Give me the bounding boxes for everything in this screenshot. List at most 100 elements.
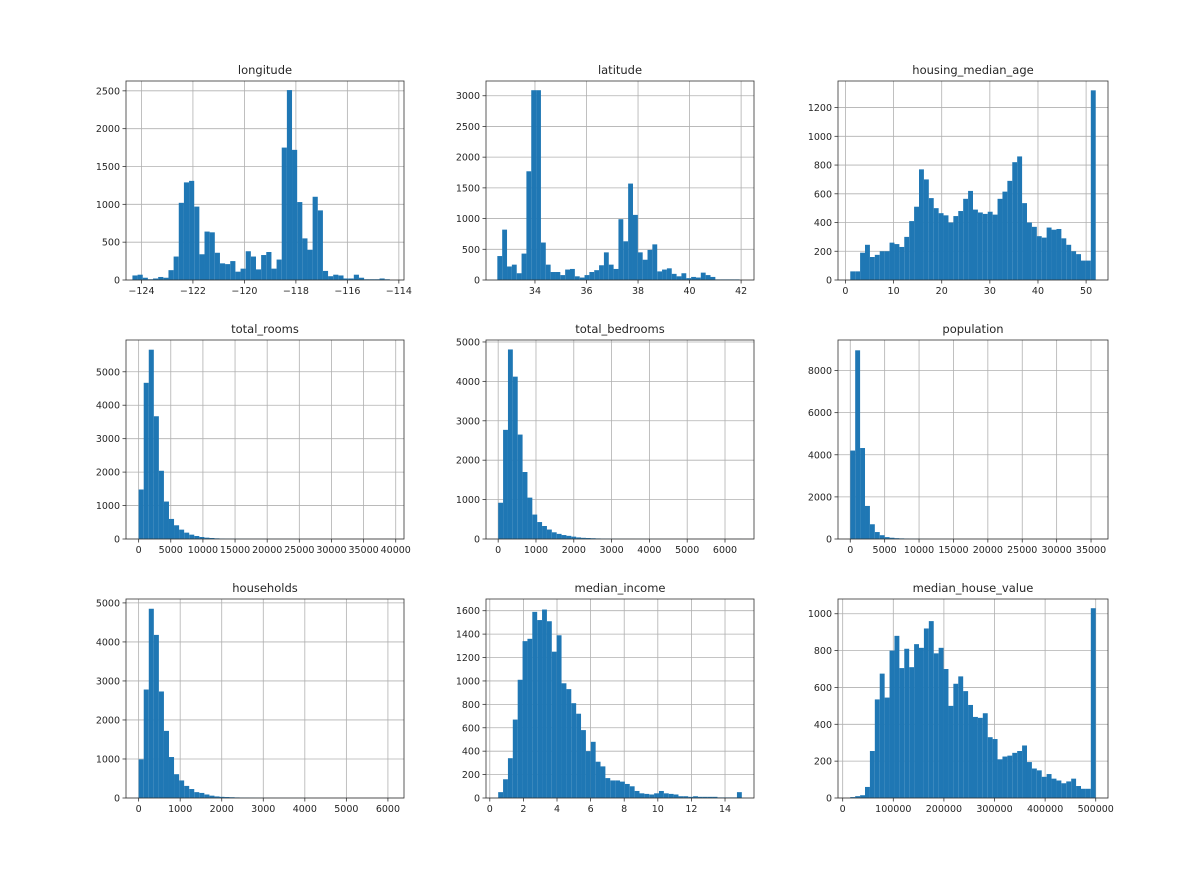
y-tick-label: 400 <box>814 218 832 229</box>
histogram-bar <box>168 518 175 539</box>
chart-svg-population: 0 5000 10000 15000 20000 25000 30000 35000 0 2000… <box>808 322 1109 556</box>
y-tick-label: 3000 <box>96 676 120 687</box>
histogram-bar <box>933 653 939 798</box>
histogram-bar <box>214 796 220 798</box>
histogram-bar <box>707 796 713 798</box>
histogram-bar <box>537 522 543 539</box>
histogram-bar <box>855 350 861 539</box>
y-tick-label: 800 <box>462 700 480 711</box>
x-tick-label: 0 <box>847 545 853 556</box>
histogram-bar <box>874 254 880 280</box>
histogram-bar <box>894 538 900 539</box>
histogram-bar <box>148 349 154 539</box>
y-tick-label: 600 <box>814 683 832 694</box>
x-tick-label: 0 <box>840 804 846 815</box>
x-tick-label: 15000 <box>938 545 968 556</box>
histogram-bar <box>204 794 210 798</box>
histogram-bar <box>658 790 664 798</box>
y-tick-label: 4000 <box>96 401 120 412</box>
y-tick-label: 1400 <box>456 630 480 641</box>
histogram-bar <box>874 699 880 798</box>
histogram-bar <box>1066 244 1072 280</box>
chart-title: latitude <box>598 63 642 77</box>
histogram-bar <box>178 202 184 280</box>
x-tick-label: 5000 <box>159 545 183 556</box>
x-tick-label: 200000 <box>926 804 962 815</box>
chart-title: housing_median_age <box>912 63 1033 77</box>
histogram-bar <box>590 741 596 798</box>
histogram-bar <box>522 472 528 539</box>
histogram-bar <box>517 434 523 539</box>
histogram-bar <box>977 717 983 798</box>
histogram-bar <box>516 273 522 280</box>
histogram-bar <box>158 276 164 280</box>
histogram-bar <box>532 611 538 798</box>
histogram-bar <box>1007 755 1013 798</box>
histogram-bar <box>909 221 915 280</box>
x-tick-label: −118 <box>283 286 309 297</box>
axes-frame <box>125 80 405 281</box>
histogram-bar <box>498 792 504 798</box>
histogram-bar <box>581 537 586 539</box>
y-tick-label: 1000 <box>456 214 480 225</box>
x-tick-label: 2 <box>520 804 526 815</box>
chart-svg-total-rooms: 0 5000 10000 15000 20000 25000 30000 35000 40000… <box>96 322 411 556</box>
histogram-bar <box>526 171 532 280</box>
histogram-bar <box>938 213 944 280</box>
histogram-bar <box>693 796 698 798</box>
x-tick-label: 6000 <box>376 804 400 815</box>
x-tick-label: 6000 <box>713 545 737 556</box>
histogram-bar <box>997 759 1003 798</box>
histogram-bar <box>919 647 924 798</box>
x-tick-label: 50 <box>1080 286 1092 297</box>
x-tick-label: 40 <box>684 286 696 297</box>
histogram-bar <box>688 796 694 798</box>
histogram-bar <box>1027 222 1032 280</box>
histogram-bar <box>865 505 870 539</box>
y-tick-label: 4000 <box>808 450 832 461</box>
histogram-bar <box>143 689 149 798</box>
x-tick-label: 30 <box>984 286 996 297</box>
histogram-bar <box>605 778 611 798</box>
histogram-bar <box>542 609 547 798</box>
histogram-longitude: −124 −122 −120 −118 −116 −114 0 500 1000 1500 2000… <box>66 56 424 314</box>
histogram-bar <box>153 634 159 798</box>
histogram-bar <box>938 647 944 798</box>
histogram-bar <box>545 264 551 280</box>
histogram-population: 0 5000 10000 15000 20000 25000 30000 35000 0 2000… <box>778 315 1128 573</box>
histogram-bar <box>302 238 308 280</box>
histogram-bar <box>683 796 689 798</box>
histogram-bar <box>168 757 175 798</box>
histogram-bar <box>546 621 552 798</box>
y-tick-label: 0 <box>114 535 120 546</box>
histogram-bar <box>497 256 503 280</box>
y-tick-label: 3000 <box>96 434 120 445</box>
y-tick-label: 1000 <box>96 754 120 765</box>
histogram-bar <box>639 793 645 798</box>
chart-title: total_rooms <box>231 322 299 336</box>
histogram-bar <box>634 790 640 798</box>
histogram-bar <box>958 676 964 798</box>
x-tick-label: 42 <box>735 286 747 297</box>
histogram-bar <box>184 785 190 798</box>
histogram-bar <box>919 169 924 280</box>
histogram-bar <box>666 268 672 280</box>
histogram-bar <box>850 271 856 280</box>
x-tick-label: 100000 <box>875 804 911 815</box>
histogram-bar <box>1017 751 1023 798</box>
histogram-bar <box>869 751 875 798</box>
histogram-bar <box>629 786 635 798</box>
histogram-bar <box>138 489 144 539</box>
x-tick-label: 20000 <box>973 545 1003 556</box>
y-tick-label: 1500 <box>96 162 120 173</box>
histogram-bar <box>307 249 313 280</box>
histogram-bar <box>503 429 508 539</box>
histogram-bar <box>850 450 856 539</box>
histogram-households: 0 1000 2000 3000 4000 5000 6000 0 1000 2000 3000 40… <box>66 574 424 832</box>
y-tick-label: 1000 <box>808 609 832 620</box>
histogram-bar <box>1031 226 1037 280</box>
x-tick-label: 36 <box>580 286 592 297</box>
x-tick-label: 25000 <box>284 545 314 556</box>
x-tick-label: 3000 <box>251 804 275 815</box>
histogram-bar <box>507 758 513 798</box>
